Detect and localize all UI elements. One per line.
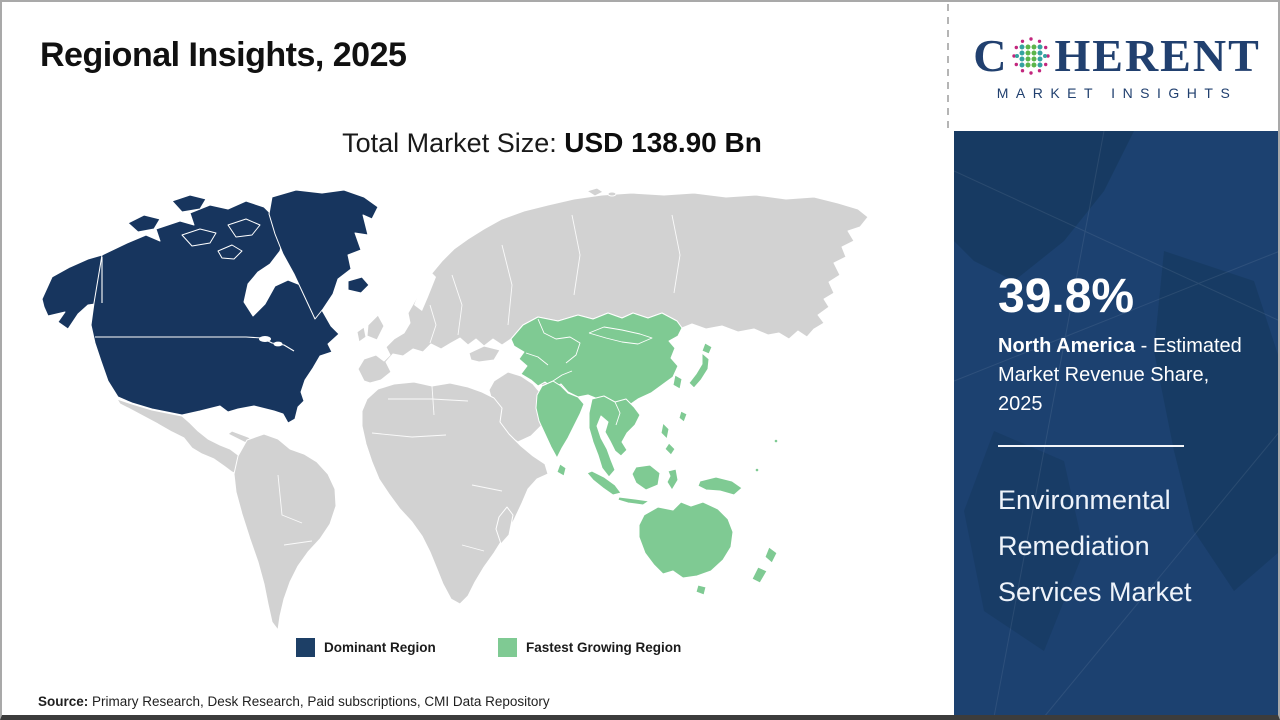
map-region-dominant <box>41 189 379 424</box>
gray-country-borders <box>277 214 681 552</box>
share-description: North America - Estimated Market Revenue… <box>998 332 1250 419</box>
fastest-growing-region-swatch <box>498 638 517 657</box>
total-market-size: Total Market Size: USD 138.90 Bn <box>152 127 952 159</box>
share-suffix: - Estimated Market Revenue Share, 2025 <box>998 335 1242 415</box>
legend-item-fastest-growing: Fastest Growing Region <box>498 638 681 657</box>
sidebar-map-texture <box>954 131 1278 715</box>
total-market-size-value: USD 138.90 Bn <box>564 127 762 158</box>
brand-logo: C <box>954 2 1278 131</box>
source-text: Primary Research, Desk Research, Paid su… <box>88 694 550 709</box>
world-map-svg <box>41 187 869 631</box>
legend-swatch-dominant <box>296 638 315 657</box>
legend-label-dominant: Dominant Region <box>324 640 436 655</box>
legend-swatch-fastest-growing <box>498 638 517 657</box>
logo-word-end: HERENT <box>1054 29 1261 81</box>
logo-subtitle: MARKET INSIGHTS <box>996 84 1238 101</box>
source-line: Source: Primary Research, Desk Research,… <box>38 694 550 709</box>
share-region: North America <box>998 335 1136 357</box>
market-name: Environmental Remediation Services Marke… <box>998 485 1192 607</box>
logo-globe-icon <box>1012 36 1051 75</box>
green-country-borders <box>525 318 653 426</box>
sidebar: 39.8% North America - Estimated Market R… <box>954 131 1278 715</box>
source-label: Source: <box>38 694 89 709</box>
legend-item-dominant: Dominant Region <box>296 638 436 657</box>
map-region-fastest-growing <box>510 312 779 596</box>
sidebar-divider <box>998 445 1184 447</box>
world-map <box>32 185 884 637</box>
dashed-separator <box>947 4 949 131</box>
logo-word-start: C <box>973 29 1009 81</box>
share-value: 39.8% <box>998 270 1135 323</box>
page-title: Regional Insights, 2025 <box>40 36 407 74</box>
brand-logo-wordmark: C <box>973 29 1261 81</box>
total-market-size-label: Total Market Size: <box>342 128 565 158</box>
dominant-region-swatch <box>296 638 315 657</box>
logo-globe-dots <box>1012 36 1051 75</box>
legend-label-fastest-growing: Fastest Growing Region <box>526 640 682 655</box>
